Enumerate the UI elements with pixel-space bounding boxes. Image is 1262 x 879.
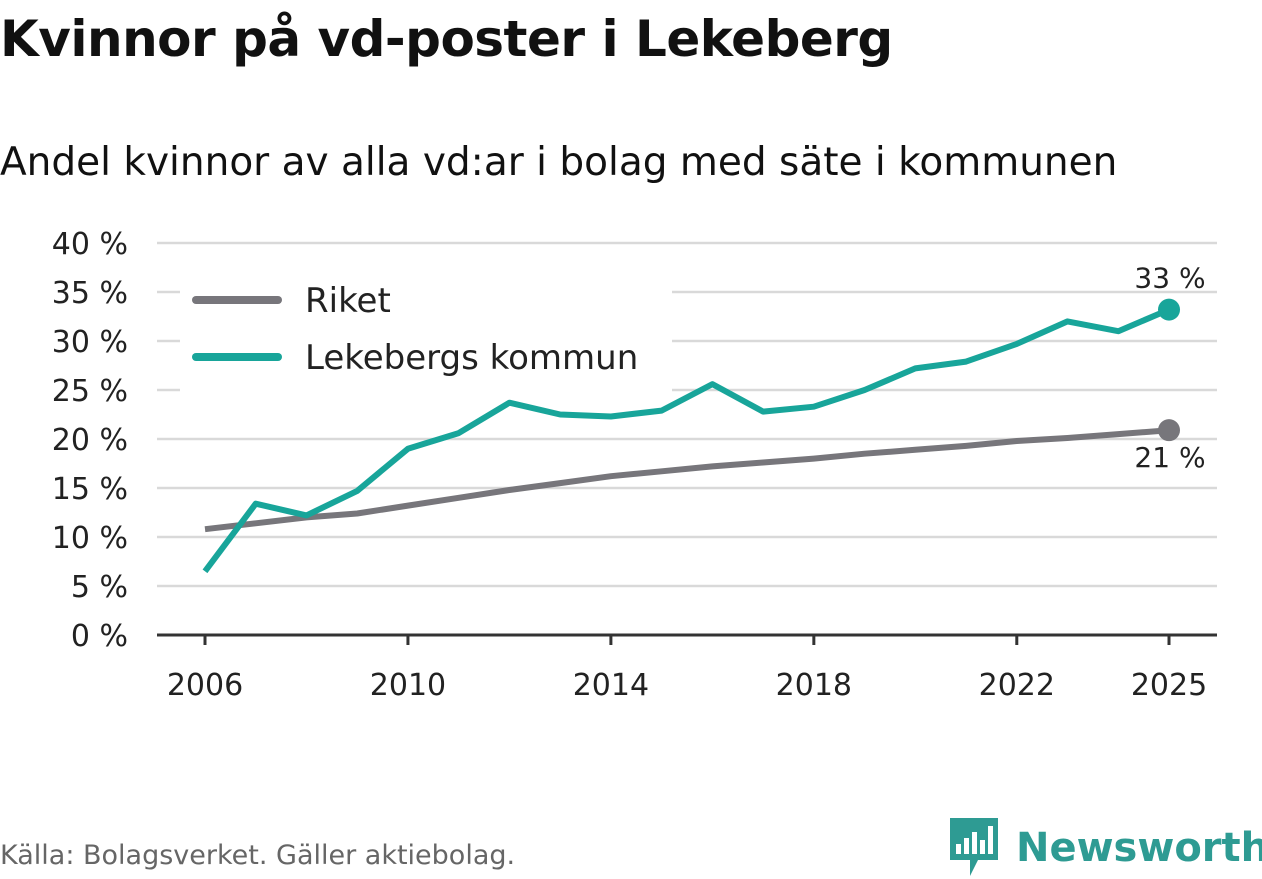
y-tick-label-30: 30 %: [52, 325, 128, 360]
chart-subtitle: Andel kvinnor av alla vd:ar i bolag med …: [0, 140, 1118, 185]
series-lines: [202, 298, 1180, 574]
x-tick-label-2014: 2014: [573, 668, 649, 703]
y-tick-label-35: 35 %: [52, 276, 128, 311]
series-end-point-riket: [1158, 419, 1180, 442]
legend: Riket Lekebergs kommun: [180, 275, 672, 393]
y-tick-label-25: 25 %: [52, 374, 128, 409]
chart-title: Kvinnor på vd-poster i Lekeberg: [0, 10, 893, 68]
series-end-point-lekebergs-kommun: [1158, 298, 1180, 321]
x-tick-label-2006: 2006: [167, 668, 243, 703]
newsworthy-logo: Newsworthy: [950, 818, 1262, 878]
legend-label-lekebergs-kommun: Lekebergs kommun: [305, 338, 638, 378]
end-label-lekebergs-kommun: 33 %: [1134, 262, 1205, 295]
y-tick-label-0: 0 %: [71, 619, 128, 654]
end-value-labels: 21 % 33 %: [1134, 262, 1205, 475]
line-chart: 0 %5 %10 %15 %20 %25 %30 %35 %40 % 2006 2…: [52, 227, 1217, 703]
y-tick-label-20: 20 %: [52, 423, 128, 458]
series-line-riket: [204, 427, 1170, 533]
x-tick-label-2010: 2010: [370, 668, 446, 703]
legend-background: [180, 275, 672, 393]
y-tick-label-10: 10 %: [52, 521, 128, 556]
x-tick-label-2025: 2025: [1131, 668, 1207, 703]
newsworthy-logo-text: Newsworthy: [1016, 825, 1262, 871]
source-note: Källa: Bolagsverket. Gäller aktiebolag.: [0, 840, 516, 871]
y-tick-label-5: 5 %: [71, 570, 128, 605]
newsworthy-logo-icon: [950, 818, 998, 876]
y-axis-tick-labels: 0 % 5 % 10 % 15 % 20 % 25 % 30 % 35 % 40 %: [52, 227, 128, 654]
x-tick-label-2018: 2018: [776, 668, 852, 703]
x-axis-tick-labels: 2006 2010 2014 2018 2022 2025: [167, 635, 1207, 703]
end-label-riket: 21 %: [1134, 441, 1205, 474]
y-tick-label-40: 40 %: [52, 227, 128, 262]
x-tick-label-2022: 2022: [979, 668, 1055, 703]
series-line-lekebergs-kommun: [202, 306, 1171, 574]
legend-label-riket: Riket: [305, 281, 391, 321]
y-tick-label-15: 15 %: [52, 472, 128, 507]
